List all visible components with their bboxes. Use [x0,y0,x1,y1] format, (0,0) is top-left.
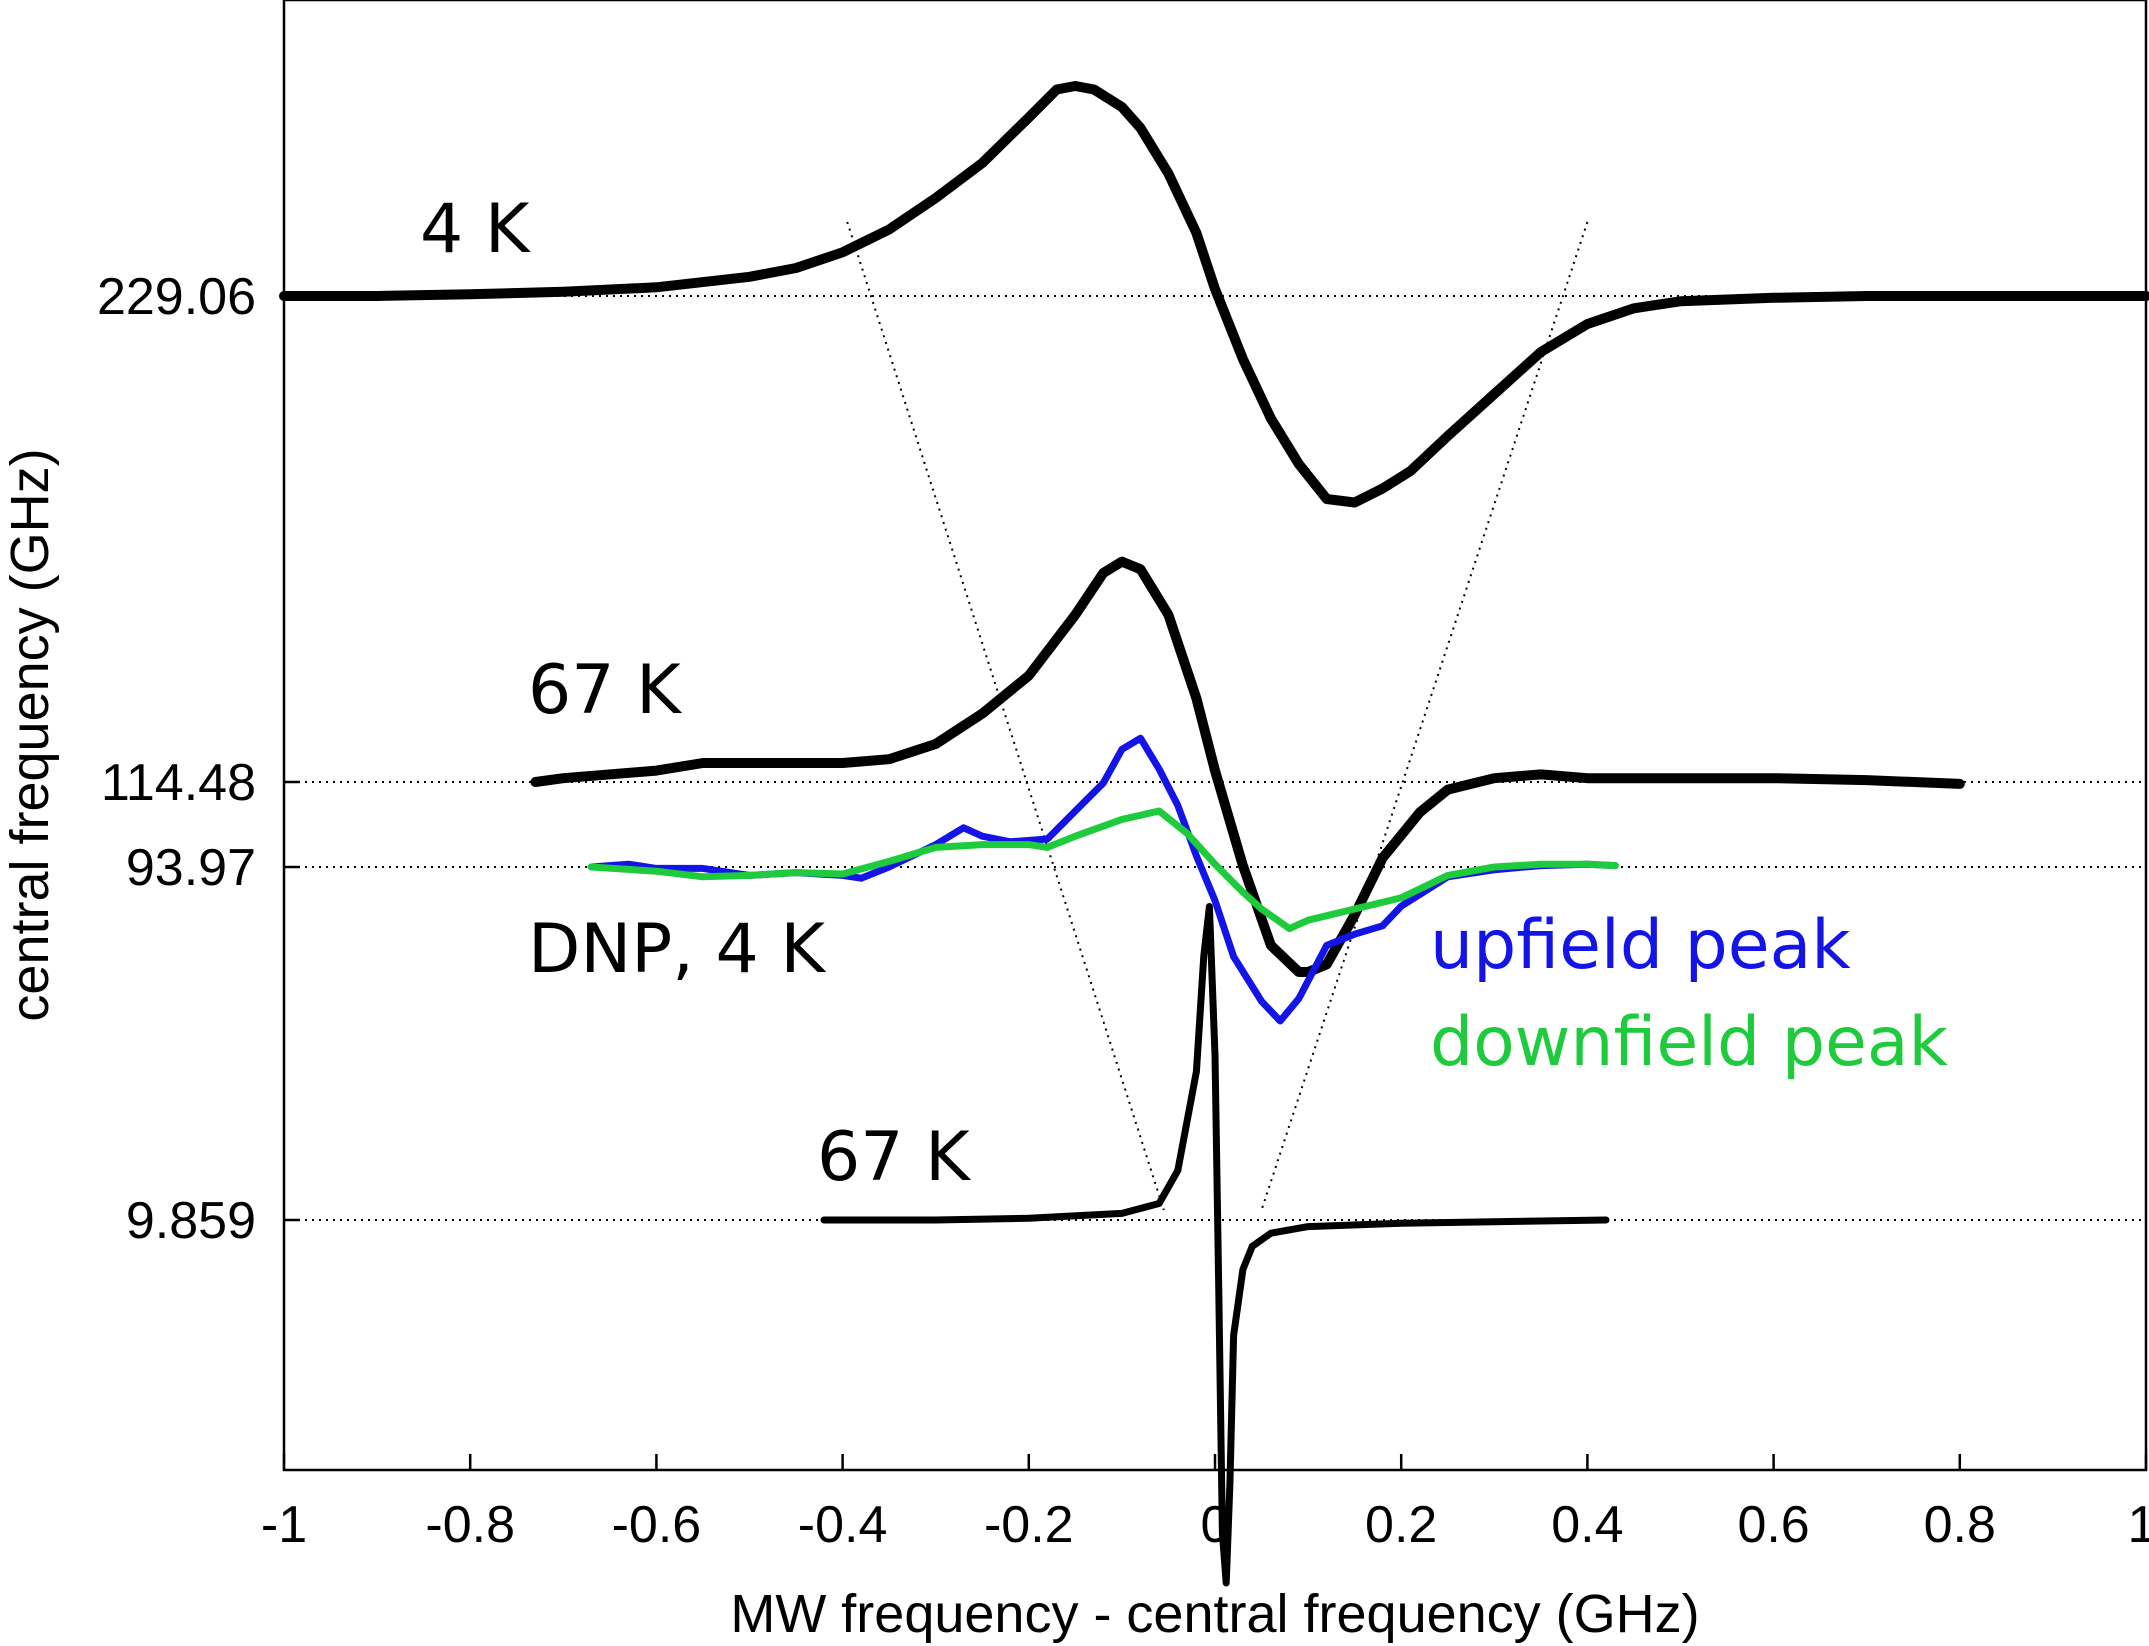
series-line-0 [279,81,2149,508]
legend-downfield-peak: downfield peak [1430,1003,1948,1082]
x-tick-label-10: 1 [2128,1496,2149,1554]
x-tick-label-3: -0.4 [798,1496,888,1554]
legend-upfield-peak: upfield peak [1430,906,1851,985]
series-line-4 [820,903,1610,1587]
series-layer [279,81,2149,1587]
y-axis-title: central frequency (GHz) [0,448,60,1021]
x-tick-label-4: -0.2 [984,1496,1074,1554]
left-funnel-guide [846,221,1165,1211]
annotation-dnp-4k: DNP, 4 K [528,910,827,989]
x-tick-label-7: 0.4 [1551,1496,1623,1554]
annotation-4k-top: 4 K [420,190,532,269]
x-tick-label-1: -0.8 [425,1496,515,1554]
y-tick-label-1: 114.48 [101,754,256,812]
annotation-67k-middle: 67 K [528,651,683,730]
series-line-1 [530,556,1965,977]
series-line-3 [587,807,1619,933]
x-tick-label-9: 0.8 [1924,1496,1996,1554]
x-tick-label-8: 0.6 [1737,1496,1809,1554]
x-tick-label-2: -0.6 [612,1496,702,1554]
ticks: -1 -0.8 -0.6 -0.4 -0.2 0 0.2 0.4 0.6 0.8 1 229.06 11… [97,268,2149,1554]
x-tick-label-5: 0 [1201,1496,1230,1554]
x-tick-label-0: -1 [261,1496,307,1554]
y-tick-label-0: 229.06 [97,268,256,326]
y-tick-label-3: 9.859 [126,1192,256,1250]
y-tick-label-2: 93.97 [126,839,256,897]
annotation-67k-bottom: 67 K [817,1118,972,1197]
x-tick-label-6: 0.2 [1365,1496,1437,1554]
x-axis-title: MW frequency - central frequency (GHz) [730,1584,1699,1644]
